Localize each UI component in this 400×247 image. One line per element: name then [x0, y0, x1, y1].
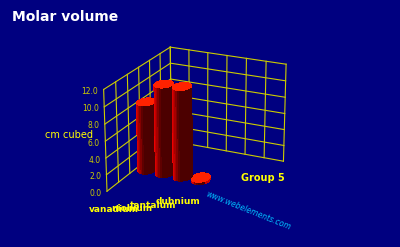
Text: Molar volume: Molar volume: [12, 10, 118, 24]
Text: www.webelements.com: www.webelements.com: [204, 189, 292, 232]
